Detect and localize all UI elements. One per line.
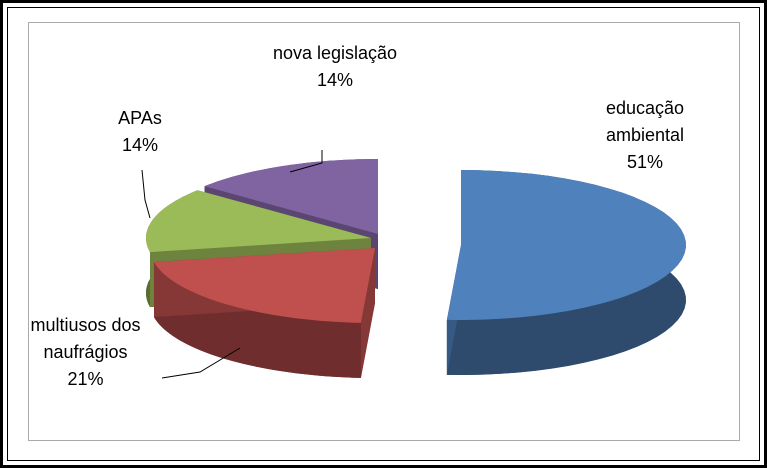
plot-area <box>28 22 740 441</box>
value-label: 21% <box>67 369 104 389</box>
inner-frame <box>7 7 760 461</box>
pie <box>146 159 686 378</box>
value-label: 14% <box>316 70 354 90</box>
slice <box>146 190 371 253</box>
category-label: educação ambiental <box>605 98 685 145</box>
slice <box>204 159 378 234</box>
category-label: multiusos dos naufrágios <box>30 315 141 362</box>
slice-side <box>154 262 361 378</box>
value-label: 14% <box>121 135 159 155</box>
value-label: 51% <box>626 152 664 172</box>
category-label: nova legislação <box>272 43 398 63</box>
slice-label: multiusos dos naufrágios 21% <box>18 312 153 393</box>
slice <box>154 248 375 323</box>
leader-line <box>289 150 323 173</box>
slice-label: nova legislação 14% <box>270 40 400 94</box>
slice <box>446 170 686 320</box>
leader-line <box>141 169 151 219</box>
leader-line <box>161 347 241 379</box>
slice-label: educação ambiental 51% <box>580 95 710 176</box>
category-label: APAs <box>118 108 162 128</box>
slice-label: APAs 14% <box>95 105 185 159</box>
